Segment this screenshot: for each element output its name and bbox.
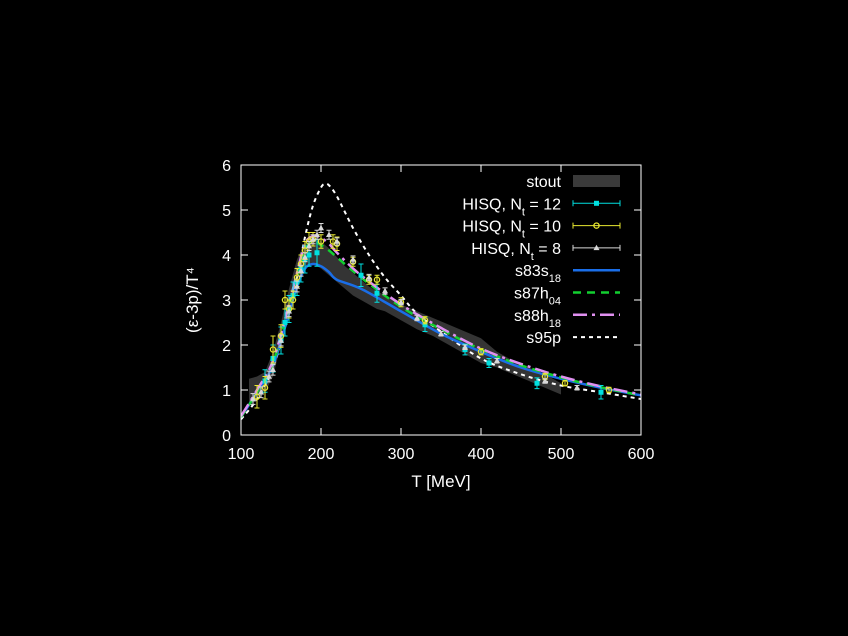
legend-item-hisq10: HISQ, Nt = 10 [462, 219, 621, 241]
data-point [462, 344, 468, 350]
data-point [306, 252, 312, 258]
data-point [598, 389, 604, 395]
x-tick-label: 200 [308, 446, 335, 463]
y-tick-label: 0 [222, 428, 231, 445]
data-point [477, 348, 485, 355]
data-point [374, 290, 380, 296]
data-point [298, 267, 304, 273]
data-point [486, 360, 492, 366]
data-point [310, 236, 316, 242]
data-point [278, 337, 284, 343]
y-tick-label: 5 [222, 203, 231, 220]
legend-item-hisq12: HISQ, Nt = 12 [462, 196, 621, 218]
data-point [605, 386, 613, 394]
data-point [542, 377, 548, 384]
legend-label: s87h04 [514, 286, 561, 308]
x-tick-label: 100 [228, 446, 255, 463]
x-tick-label: 300 [388, 446, 415, 463]
x-tick-label: 600 [628, 446, 655, 463]
data-point [261, 384, 269, 391]
data-point [350, 256, 356, 262]
data-point [382, 287, 388, 294]
legend-marker [593, 222, 600, 229]
y-tick-label: 6 [222, 158, 231, 175]
data-point [366, 274, 372, 280]
data-point [250, 395, 256, 402]
data-point [282, 320, 288, 325]
legend-item-s83s18: s83s18 [515, 263, 620, 285]
data-point [294, 283, 300, 289]
series-stout-band [249, 237, 561, 404]
legend-label: HISQ, Nt = 10 [462, 219, 561, 241]
data-point [421, 316, 429, 324]
legend-label: HISQ, Nt = 8 [471, 241, 561, 263]
legend-item-hisq8: HISQ, Nt = 8 [471, 241, 621, 263]
legend-marker [594, 200, 599, 206]
legend-label: stout [526, 174, 561, 191]
data-point [314, 231, 320, 237]
data-point [438, 330, 444, 336]
y-tick-label: 3 [222, 293, 231, 310]
axes: 100 200 300 400 500 600 0 1 2 3 4 5 6 [222, 158, 654, 463]
x-tick-label: 400 [468, 446, 495, 463]
y-tick-label: 4 [222, 248, 231, 265]
data-point [326, 231, 332, 237]
y-tick-label: 2 [222, 338, 231, 355]
data-point [534, 380, 540, 386]
data-point [293, 274, 301, 281]
data-point [266, 373, 272, 379]
data-point [494, 357, 500, 363]
legend-label: HISQ, Nt = 12 [462, 196, 561, 218]
data-point [574, 384, 580, 390]
x-tick-label: 500 [548, 446, 575, 463]
data-point [258, 389, 264, 395]
data-point [302, 254, 308, 260]
data-point [561, 379, 569, 387]
legend-swatch [573, 175, 620, 187]
data-point [314, 250, 320, 256]
y-axis-label: (ε-3p)/T⁴ [183, 267, 202, 333]
data-point [317, 238, 325, 245]
data-point [270, 366, 276, 372]
plot-clip-group [241, 182, 641, 420]
legend-marker [593, 244, 600, 251]
legend-label: s83s18 [515, 263, 561, 285]
legend-label: s95p [526, 330, 561, 347]
plot-area [241, 182, 641, 420]
data-point [358, 272, 364, 278]
data-point [414, 314, 420, 321]
data-point [269, 346, 277, 353]
data-point [318, 224, 324, 231]
legend-label: s88h18 [514, 308, 561, 330]
data-point [253, 393, 261, 400]
legend-item-s87h04: s87h04 [514, 286, 620, 308]
x-axis-label: T [MeV] [411, 472, 470, 491]
legend-item-stout: stout [526, 174, 620, 191]
data-point [398, 299, 404, 305]
data-point [334, 238, 340, 244]
data-point [289, 296, 297, 304]
data-point [373, 276, 381, 283]
data-point [286, 308, 292, 314]
y-tick-label: 1 [222, 383, 231, 400]
legend-item-s88h18: s88h18 [514, 308, 620, 330]
data-point [306, 242, 312, 249]
legend-item-s95p: s95p [526, 330, 620, 347]
series-points-hisq8 [250, 223, 580, 405]
data-point [422, 322, 428, 328]
